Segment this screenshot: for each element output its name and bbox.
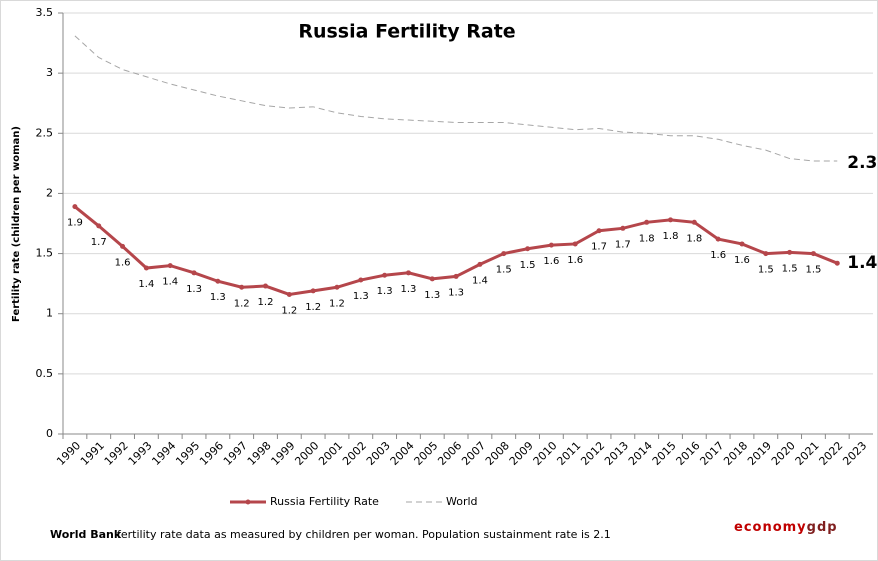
series-marker xyxy=(167,263,173,269)
series-marker xyxy=(763,251,769,257)
series-marker xyxy=(834,260,840,266)
value-label: 1.9 xyxy=(67,218,83,229)
y-axis-label: Fertility rate (children per woman) xyxy=(11,126,22,322)
series-marker xyxy=(405,270,411,276)
series-marker xyxy=(382,272,388,278)
value-label: 1.4 xyxy=(472,275,488,286)
value-label: 1.3 xyxy=(353,291,369,302)
series-marker xyxy=(572,241,578,247)
series-marker xyxy=(525,246,531,252)
value-label: 1.4 xyxy=(138,279,154,290)
series-marker xyxy=(739,241,745,247)
series-marker xyxy=(691,219,697,225)
series-marker xyxy=(429,276,435,282)
source-text: fertility rate data as measured by child… xyxy=(117,528,611,541)
value-label: 1.8 xyxy=(663,231,679,242)
legend-marker xyxy=(245,499,251,505)
series-marker xyxy=(239,284,245,290)
y-tick-label: 0.5 xyxy=(36,367,54,380)
y-tick-label: 3.5 xyxy=(36,6,54,19)
series-marker xyxy=(120,243,126,249)
value-label: 1.2 xyxy=(258,297,274,308)
value-label: 1.7 xyxy=(91,237,107,248)
source-bold: World Bank xyxy=(50,528,122,541)
series-marker xyxy=(143,265,149,271)
y-tick-label: 0 xyxy=(46,427,53,440)
series-marker xyxy=(787,249,793,255)
value-label: 1.6 xyxy=(543,256,559,267)
series-marker xyxy=(215,278,221,284)
legend-label: World xyxy=(446,495,478,508)
series-marker xyxy=(453,273,459,279)
value-label: 1.7 xyxy=(615,239,631,250)
value-label: 1.5 xyxy=(520,260,536,271)
value-label: 1.3 xyxy=(186,284,202,295)
value-label: 1.6 xyxy=(710,250,726,261)
series-marker xyxy=(810,251,816,257)
y-tick-label: 3 xyxy=(46,66,53,79)
series-marker xyxy=(72,204,78,210)
value-label: 1.3 xyxy=(424,290,440,301)
series-marker xyxy=(358,277,364,283)
value-label: 1.3 xyxy=(400,284,416,295)
series-marker xyxy=(310,288,316,294)
y-tick-label: 1.5 xyxy=(36,247,54,260)
series-marker xyxy=(501,251,507,257)
value-label: 1.3 xyxy=(448,287,464,298)
series-marker xyxy=(548,242,554,248)
value-label: 1.2 xyxy=(305,302,321,313)
series-marker xyxy=(715,236,721,242)
value-label: 1.3 xyxy=(210,292,226,303)
value-label: 1.6 xyxy=(115,257,131,268)
value-label: 1.3 xyxy=(377,286,393,297)
series-marker xyxy=(263,283,268,289)
y-tick-label: 2.5 xyxy=(36,126,54,139)
series-line xyxy=(74,35,838,162)
value-label: 1.2 xyxy=(329,298,345,309)
series-marker xyxy=(596,228,602,234)
series-marker xyxy=(644,219,650,225)
value-label: 1.2 xyxy=(281,305,297,316)
value-label: 1.6 xyxy=(567,255,583,266)
series-marker xyxy=(96,223,102,229)
brand-part: economy xyxy=(734,520,807,535)
y-tick-label: 2 xyxy=(46,186,53,199)
value-label: 1.4 xyxy=(162,277,178,288)
chart-title: Russia Fertility Rate xyxy=(298,21,515,43)
value-label: 1.8 xyxy=(639,233,655,244)
value-label: 1.5 xyxy=(758,265,774,276)
value-label: 1.5 xyxy=(782,263,798,274)
value-label: 1.8 xyxy=(686,233,702,244)
value-label: 1.2 xyxy=(234,298,250,309)
series-marker xyxy=(477,261,483,267)
series-marker xyxy=(191,270,197,276)
value-label: 1.5 xyxy=(496,265,512,276)
end-label: 2.3 xyxy=(847,153,877,173)
value-label: 1.5 xyxy=(805,265,821,276)
value-label: 1.7 xyxy=(591,242,607,253)
y-tick-label: 1 xyxy=(46,307,53,320)
series-marker xyxy=(668,217,673,223)
brand: economygdp xyxy=(734,520,838,535)
series-marker xyxy=(620,225,626,231)
end-label: 1.4 xyxy=(847,253,877,273)
legend-label: Russia Fertility Rate xyxy=(270,495,379,508)
value-label: 1.6 xyxy=(734,255,750,266)
series-marker xyxy=(286,291,292,297)
series-marker xyxy=(334,284,340,290)
brand-part: gdp xyxy=(807,520,838,535)
